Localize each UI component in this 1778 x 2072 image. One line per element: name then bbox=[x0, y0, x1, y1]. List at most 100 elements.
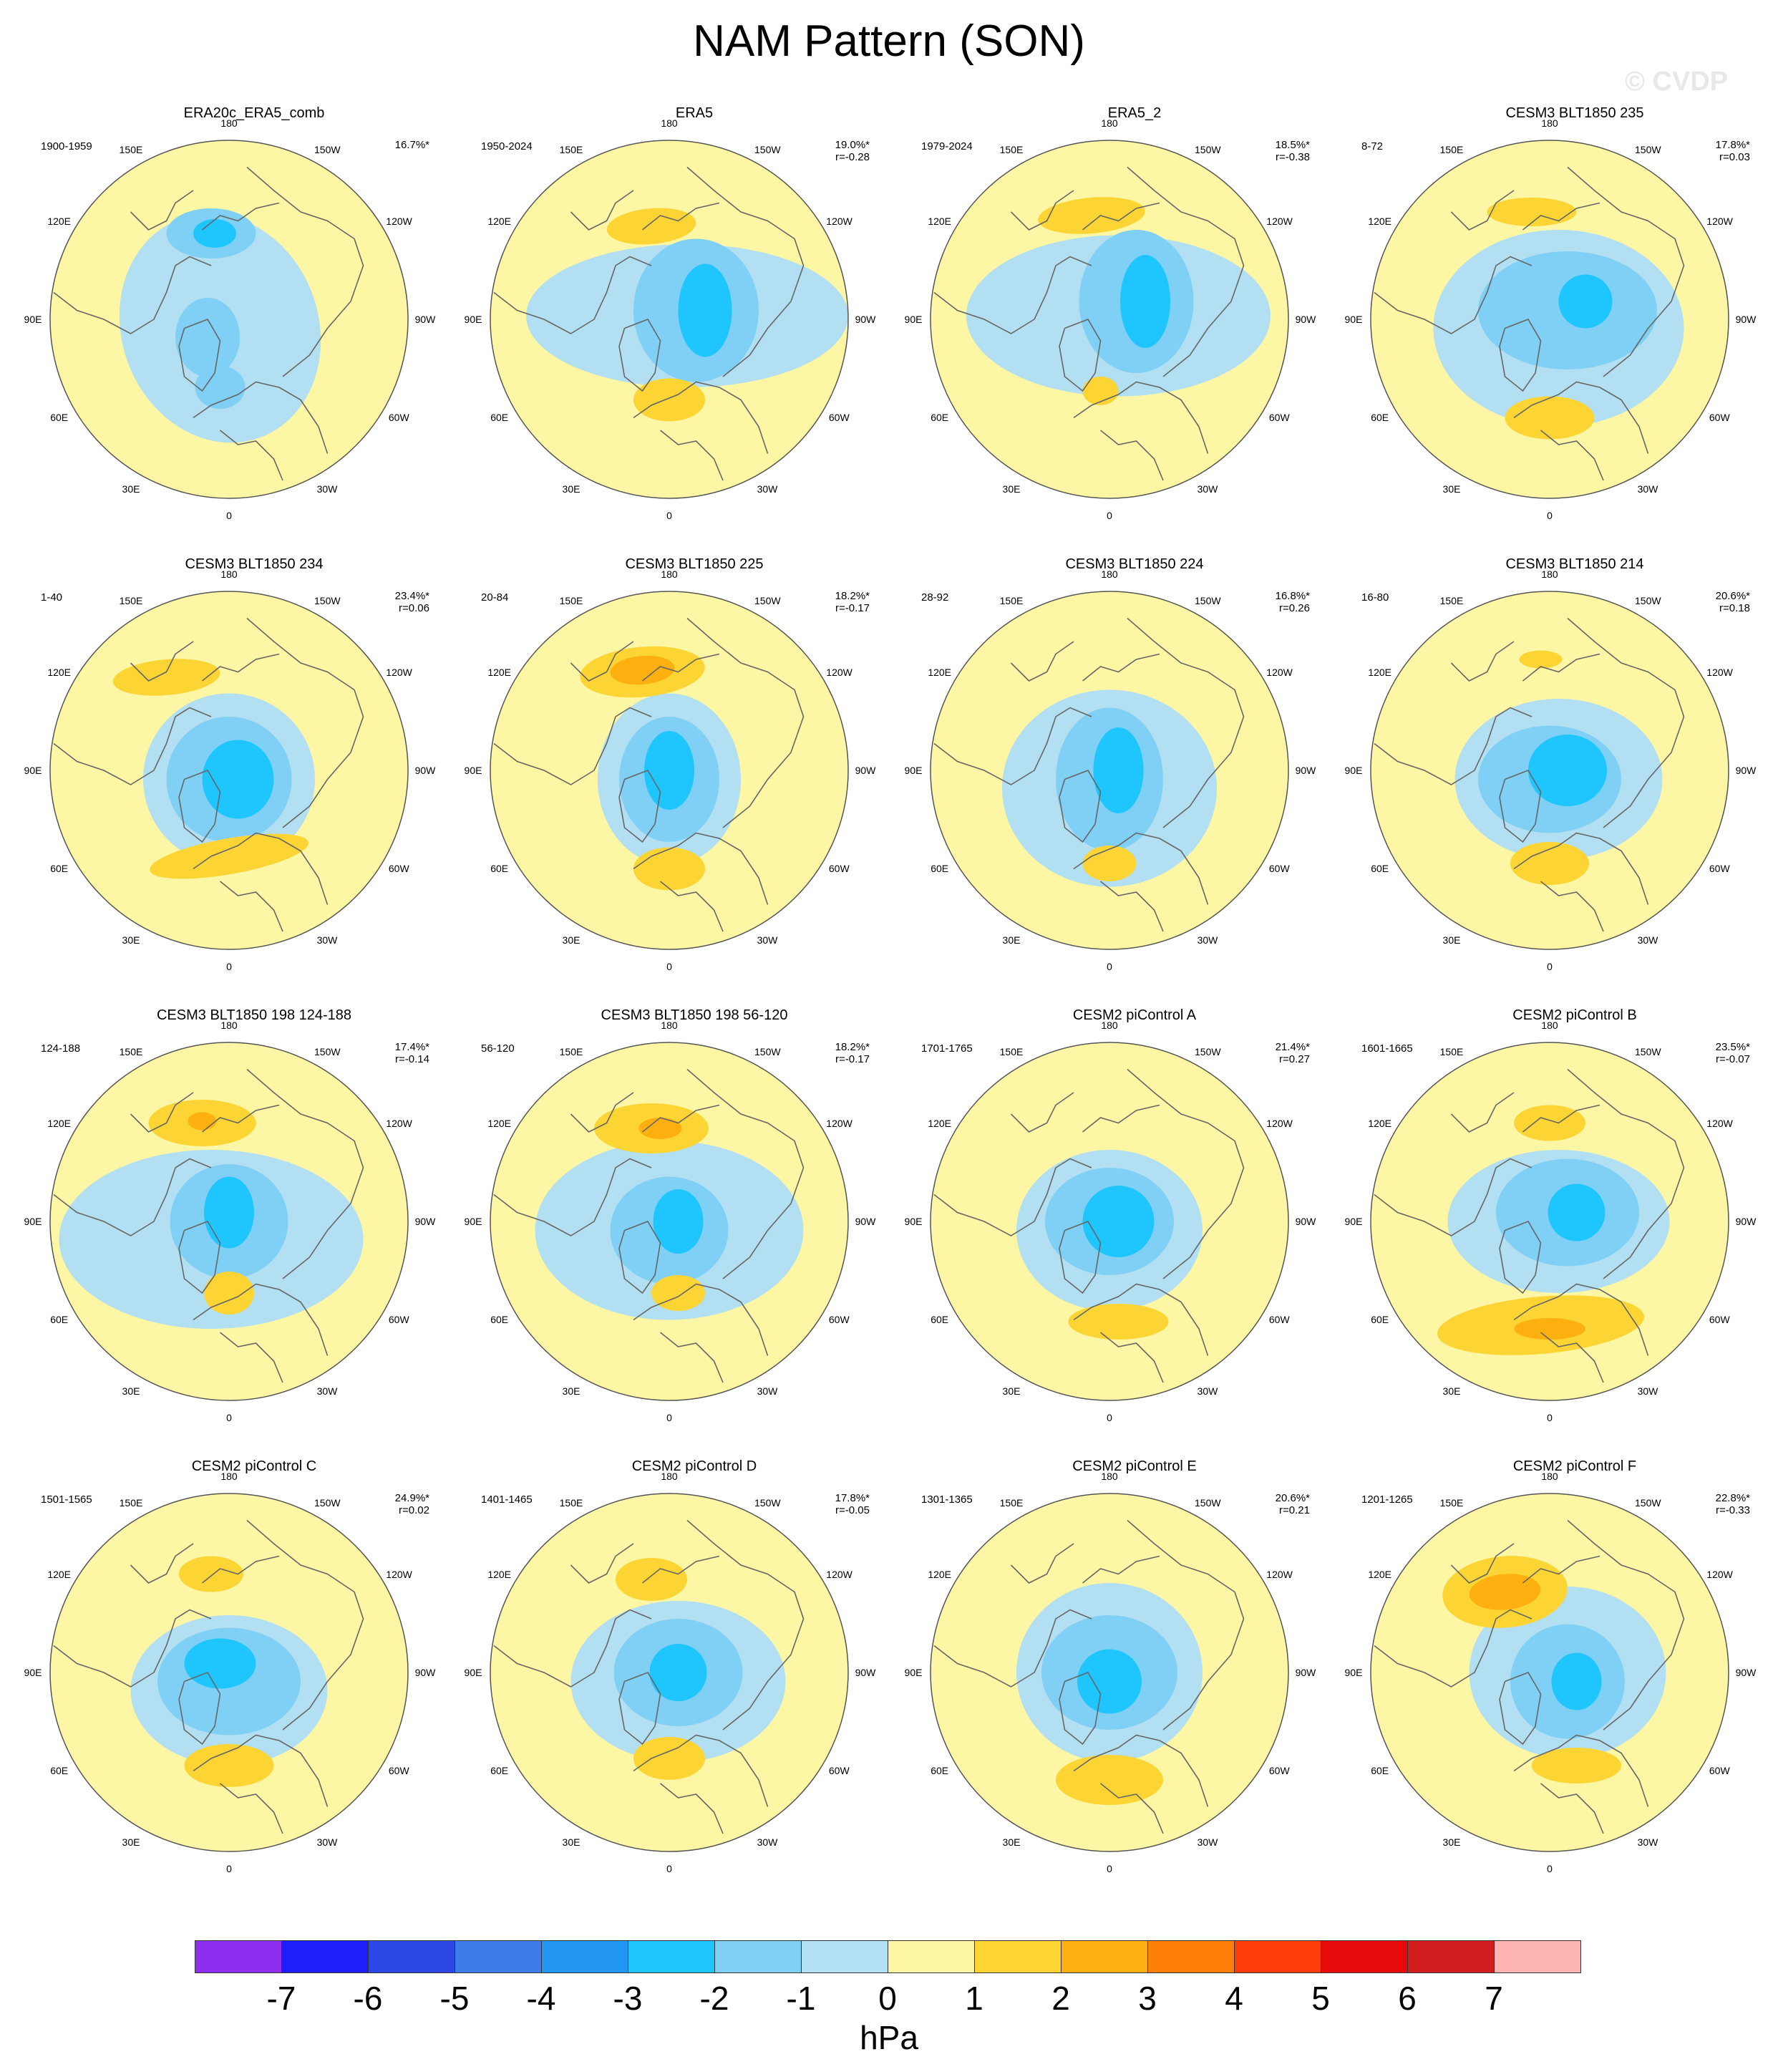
polar-map bbox=[1370, 591, 1729, 950]
colorbar-swatch bbox=[455, 1940, 542, 1973]
polar-map bbox=[1370, 1493, 1729, 1852]
longitude-label: 0 bbox=[226, 510, 232, 521]
map-panel: CESM2 piControl D 1401-1465 17.8%* r=-0.05 1… bbox=[465, 1458, 909, 1902]
longitude-label: 150W bbox=[754, 143, 781, 155]
longitude-label: 120W bbox=[386, 216, 412, 227]
explained-variance: 22.8%* bbox=[1715, 1492, 1750, 1504]
map-boundary bbox=[930, 1493, 1289, 1852]
longitude-label: 60W bbox=[1709, 1314, 1730, 1325]
colorbar-tick-label: -7 bbox=[266, 1980, 296, 2017]
longitude-label: 120E bbox=[928, 1118, 952, 1129]
longitude-label: 60W bbox=[828, 1314, 850, 1325]
positive-anomaly-region bbox=[1082, 846, 1137, 881]
polar-map bbox=[930, 140, 1289, 499]
polar-map bbox=[930, 591, 1289, 950]
negative-anomaly-region bbox=[1551, 1652, 1602, 1710]
watermark: © CVDP bbox=[1625, 67, 1729, 97]
longitude-label: 30W bbox=[1637, 934, 1658, 947]
negative-anomaly-region bbox=[195, 366, 246, 409]
positive-anomaly-region bbox=[150, 833, 309, 879]
longitude-label: 60E bbox=[931, 863, 949, 874]
longitude-label: 0 bbox=[1107, 1412, 1112, 1423]
panel-period: 1-40 bbox=[41, 591, 63, 604]
longitude-label: 30W bbox=[1197, 1385, 1218, 1398]
colorbar-tick-label: 7 bbox=[1485, 1980, 1503, 2017]
negative-anomaly-region bbox=[649, 1644, 707, 1701]
colorbar-swatch bbox=[281, 1940, 369, 1973]
longitude-label: 90E bbox=[464, 1216, 482, 1227]
panel-period: 1601-1665 bbox=[1361, 1042, 1413, 1055]
longitude-label: 0 bbox=[666, 1863, 672, 1874]
longitude-label: 150W bbox=[754, 594, 781, 606]
polar-map bbox=[930, 1493, 1289, 1852]
longitude-label: 30W bbox=[1637, 1385, 1658, 1398]
longitude-label: 60E bbox=[931, 1314, 949, 1325]
longitude-label: 150W bbox=[314, 1045, 341, 1057]
positive-anomaly-region bbox=[1038, 197, 1145, 234]
longitude-label: 30E bbox=[1442, 1385, 1461, 1398]
longitude-label: 120E bbox=[487, 1569, 512, 1580]
longitude-label: 90E bbox=[464, 314, 482, 325]
longitude-label: 120E bbox=[928, 667, 952, 678]
longitude-label: 150E bbox=[559, 143, 583, 155]
longitude-label: 30W bbox=[316, 1385, 338, 1398]
panel-period: 56-120 bbox=[481, 1042, 515, 1055]
longitude-label: 30E bbox=[122, 483, 140, 495]
longitude-label: 90W bbox=[414, 1216, 436, 1227]
longitude-label: 120E bbox=[1368, 216, 1392, 227]
map-boundary bbox=[49, 140, 409, 499]
positive-anomaly-region bbox=[1082, 377, 1119, 405]
map-panel: ERA20c_ERA5_comb 1900-1959 16.7%* 180 150E 12… bbox=[24, 105, 469, 548]
map-panel: CESM2 piControl C 1501-1565 24.9%* r=0.02 18… bbox=[24, 1458, 469, 1902]
negative-anomaly-region bbox=[204, 1176, 254, 1249]
longitude-label: 120E bbox=[47, 1118, 72, 1129]
longitude-label: 150W bbox=[314, 1496, 341, 1509]
colorbar-swatch bbox=[1494, 1940, 1581, 1973]
longitude-label: 60W bbox=[388, 1765, 409, 1776]
panel-stats: 18.2%* r=-0.17 bbox=[766, 590, 870, 614]
longitude-label: 90E bbox=[464, 1667, 482, 1678]
map-panel: CESM3 BLT1850 198 124-188 124-188 17.4%* r=… bbox=[24, 1007, 469, 1451]
longitude-label: 120E bbox=[928, 216, 952, 227]
map-boundary bbox=[490, 140, 849, 499]
longitude-label: 150E bbox=[119, 1045, 143, 1057]
longitude-label: 150W bbox=[314, 594, 341, 606]
longitude-label: 120W bbox=[826, 1118, 852, 1129]
pattern-correlation: r=0.06 bbox=[399, 602, 429, 614]
longitude-label: 30W bbox=[757, 483, 778, 495]
panel-title: CESM3 BLT1850 234 bbox=[185, 556, 324, 572]
panel-title: CESM3 BLT1850 235 bbox=[1505, 105, 1644, 121]
longitude-label: 150W bbox=[1195, 594, 1221, 606]
longitude-label: 30W bbox=[1197, 934, 1218, 947]
longitude-label: 120W bbox=[386, 1569, 412, 1580]
positive-anomaly-region bbox=[1532, 1748, 1621, 1783]
explained-variance: 17.8%* bbox=[1715, 139, 1750, 151]
panel-stats: 23.5%* r=-0.07 bbox=[1646, 1041, 1750, 1065]
longitude-label: 60W bbox=[388, 863, 409, 874]
longitude-label: 60E bbox=[50, 1314, 69, 1325]
longitude-label: 30W bbox=[316, 1836, 338, 1849]
longitude-label: 180 bbox=[220, 117, 238, 129]
panel-period: 16-80 bbox=[1361, 591, 1389, 604]
panel-stats: 16.8%* r=0.26 bbox=[1206, 590, 1310, 614]
longitude-label: 120W bbox=[386, 667, 412, 678]
longitude-label: 150E bbox=[559, 1045, 583, 1057]
coastline bbox=[933, 1519, 1245, 1834]
negative-anomaly-region bbox=[1082, 1186, 1155, 1257]
negative-anomaly-region bbox=[1093, 727, 1144, 813]
polar-map bbox=[490, 1493, 849, 1852]
longitude-label: 0 bbox=[1547, 1863, 1553, 1874]
coastline bbox=[493, 1519, 805, 1834]
longitude-label: 30E bbox=[1002, 934, 1021, 947]
explained-variance: 17.8%* bbox=[835, 1492, 870, 1504]
longitude-label: 150E bbox=[999, 1496, 1024, 1509]
map-panel: CESM3 BLT1850 235 8-72 17.8%* r=0.03 180 150E… bbox=[1345, 105, 1778, 548]
longitude-label: 30W bbox=[757, 934, 778, 947]
longitude-label: 180 bbox=[1101, 568, 1118, 580]
panel-period: 20-84 bbox=[481, 591, 509, 604]
negative-anomaly-region bbox=[1120, 255, 1170, 348]
longitude-label: 120E bbox=[47, 1569, 72, 1580]
map-panel: CESM3 BLT1850 224 28-92 16.8%* r=0.26 180 150… bbox=[905, 556, 1349, 999]
positive-anomaly-region bbox=[606, 208, 696, 245]
longitude-label: 120E bbox=[1368, 1118, 1392, 1129]
